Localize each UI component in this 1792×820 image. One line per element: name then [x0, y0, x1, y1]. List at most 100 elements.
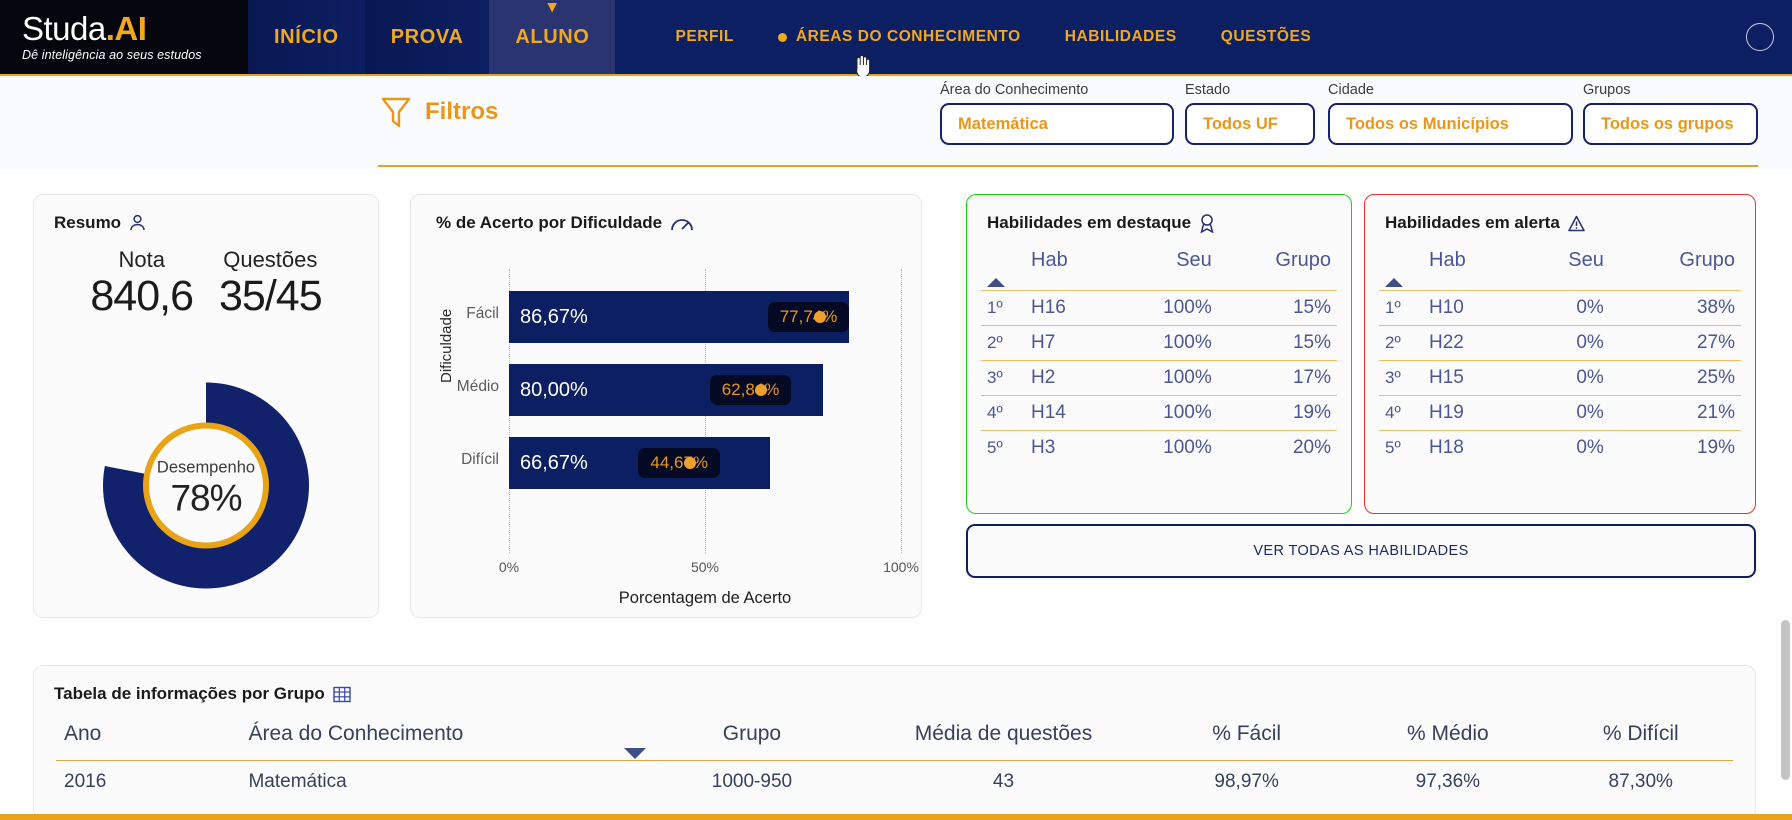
table-row[interactable]: 2º H7 100% 15% — [981, 325, 1337, 361]
grupo-table-title: Tabela de informações por Grupo — [54, 684, 351, 704]
destaque-grupo-1: 15% — [1217, 290, 1337, 326]
destaque-sort-spacer-2 — [1111, 276, 1218, 291]
table-row[interactable]: 4º H14 100% 19% — [981, 395, 1337, 431]
grupo-col-grupo[interactable]: Grupo — [722, 722, 782, 745]
grupo-col-facil[interactable]: % Fácil — [1212, 722, 1282, 745]
filter-area-caption: Área do Conhecimento — [940, 82, 1089, 98]
alerta-seu-1: 0% — [1517, 290, 1610, 326]
brand-accent: .AI — [105, 9, 147, 47]
filter-cidade-select[interactable]: Todos os Municípios — [1328, 103, 1573, 145]
bar-seu-dificil[interactable]: 66,67% — [509, 437, 771, 489]
destaque-col-seu[interactable]: Seu — [1176, 249, 1212, 271]
table-row[interactable]: 1º H10 0% 38% — [1379, 290, 1741, 326]
filter-area-select[interactable]: Matemática — [940, 103, 1174, 145]
nav-item-inicio[interactable]: INÍCIO — [248, 0, 365, 74]
bar-category-dificil: Difícil — [461, 451, 499, 468]
alerta-hab-2: H22 — [1423, 325, 1518, 361]
filter-grupos-caption: Grupos — [1583, 82, 1631, 98]
nav-item-prova[interactable]: PROVA — [364, 0, 490, 74]
alerta-grupo-4: 21% — [1609, 395, 1741, 431]
brand-tagline: Dê inteligência ao seus estudos — [22, 48, 202, 63]
alerta-col-rank[interactable] — [1379, 247, 1423, 276]
grupo-col-media[interactable]: Média de questões — [914, 722, 1093, 745]
brand-logo[interactable]: Studa.AI Dê inteligência ao seus estudos — [0, 0, 248, 74]
destaque-table: Hab Seu Grupo 1º H16 100% 15% — [981, 247, 1337, 465]
alerta-title: Habilidades em alerta — [1385, 213, 1585, 233]
filter-grupos-value: Todos os grupos — [1601, 114, 1734, 133]
alerta-table: Hab Seu Grupo 1º H10 0% 38% — [1379, 247, 1741, 465]
nav-item-questoes[interactable]: QUESTÕES — [1199, 28, 1334, 46]
alerta-col-grupo[interactable]: Grupo — [1679, 249, 1735, 271]
destaque-hab-1: H16 — [1025, 290, 1111, 326]
alerta-hab-4: H19 — [1423, 395, 1518, 431]
alerta-hab-1: H10 — [1423, 290, 1518, 326]
destaque-rank-2: 2º — [981, 325, 1025, 361]
nav-item-habilidades[interactable]: HABILIDADES — [1043, 28, 1199, 46]
destaque-grupo-4: 19% — [1217, 395, 1337, 431]
destaque-header-row: Hab Seu Grupo — [981, 247, 1337, 276]
avatar[interactable] — [1746, 23, 1774, 51]
destaque-hab-2: H7 — [1025, 325, 1111, 361]
warning-icon — [1568, 215, 1585, 231]
gauge-icon — [671, 218, 693, 230]
destaque-title: Habilidades em destaque — [987, 213, 1215, 233]
grupo-cell-medio: 97,36% — [1347, 760, 1549, 803]
filter-estado-caption: Estado — [1185, 82, 1231, 98]
destaque-seu-2: 100% — [1110, 325, 1218, 361]
table-row[interactable]: 2016 Matemática 1000-950 43 98,97% 97,36… — [56, 760, 1733, 803]
table-row[interactable]: 5º H3 100% 20% — [981, 430, 1337, 465]
table-row[interactable]: 1º H16 100% 15% — [981, 290, 1337, 326]
bar-badge-grupo-medio: 62,84% — [709, 375, 792, 405]
alerta-sort-indicator[interactable] — [1379, 276, 1423, 291]
brand-title: Studa.AI — [22, 9, 248, 47]
grupo-cell-facil: 98,97% — [1146, 760, 1348, 803]
grupo-col-ano[interactable]: Ano — [64, 722, 102, 745]
bar-badge-grupo-dificil: 44,67% — [638, 448, 721, 478]
table-row[interactable]: 5º H18 0% 19% — [1379, 430, 1741, 465]
alerta-rank-1: 1º — [1379, 290, 1423, 326]
gridline-100 — [901, 269, 902, 553]
filter-area-value: Matemática — [958, 114, 1048, 133]
nav-item-perfil-label: PERFIL — [675, 28, 734, 45]
destaque-col-grupo[interactable]: Grupo — [1275, 249, 1331, 271]
alerta-grupo-2: 27% — [1609, 325, 1741, 361]
grupo-cell-ano: 2016 — [56, 760, 241, 803]
x-tick-50: 50% — [690, 559, 720, 575]
nav-item-habilidades-label: HABILIDADES — [1064, 28, 1177, 45]
nav-item-aluno[interactable]: ▾ ALUNO — [489, 0, 616, 74]
nav-item-perfil[interactable]: PERFIL — [653, 28, 755, 46]
alerta-col-hab[interactable]: Hab — [1429, 249, 1466, 271]
alerta-seu-5: 0% — [1517, 430, 1610, 465]
grupo-col-area[interactable]: Área do Conhecimento — [248, 722, 464, 745]
tabela-por-grupo-card: Tabela de informações por Grupo Ano Área… — [33, 665, 1756, 820]
alerta-col-seu[interactable]: Seu — [1568, 249, 1604, 271]
nav-item-questoes-label: QUESTÕES — [1220, 28, 1312, 45]
filter-grupos-select[interactable]: Todos os grupos — [1583, 103, 1758, 145]
grupo-col-medio[interactable]: % Médio — [1407, 722, 1489, 745]
alerta-sort-row — [1379, 276, 1741, 291]
ver-todas-habilidades-button[interactable]: VER TODAS AS HABILIDADES — [966, 524, 1756, 578]
alerta-rank-4: 4º — [1379, 395, 1423, 431]
page-scrollbar[interactable] — [1781, 620, 1790, 780]
filter-estado-select[interactable]: Todos UF — [1185, 103, 1315, 145]
kpi-nota-value: 840,6 — [90, 272, 194, 320]
destaque-col-rank[interactable] — [981, 247, 1025, 276]
filters-heading: Filtros — [380, 95, 498, 129]
bar-badge-grupo-facil: 77,74% — [767, 302, 850, 332]
filter-estado-value: Todos UF — [1203, 114, 1278, 133]
table-row[interactable]: 3º H15 0% 25% — [1379, 360, 1741, 396]
filter-cidade-caption: Cidade — [1328, 82, 1374, 98]
table-row[interactable]: 4º H19 0% 21% — [1379, 395, 1741, 431]
destaque-col-hab[interactable]: Hab — [1031, 249, 1068, 271]
x-tick-0: 0% — [498, 559, 520, 575]
nav-item-areas-do-conhecimento[interactable]: ÁREAS DO CONHECIMENTO — [756, 28, 1043, 46]
alerta-grupo-5: 19% — [1609, 430, 1741, 465]
alerta-hab-5: H18 — [1423, 430, 1518, 465]
grupo-col-dificil[interactable]: % Difícil — [1602, 722, 1679, 745]
grupo-sort-descending-icon[interactable] — [624, 748, 646, 759]
table-row[interactable]: 2º H22 0% 27% — [1379, 325, 1741, 361]
donut-inner-ring — [143, 422, 269, 549]
kpi-questoes-value: 35/45 — [219, 272, 323, 320]
table-row[interactable]: 3º H2 100% 17% — [981, 360, 1337, 396]
destaque-sort-indicator[interactable] — [981, 276, 1025, 291]
